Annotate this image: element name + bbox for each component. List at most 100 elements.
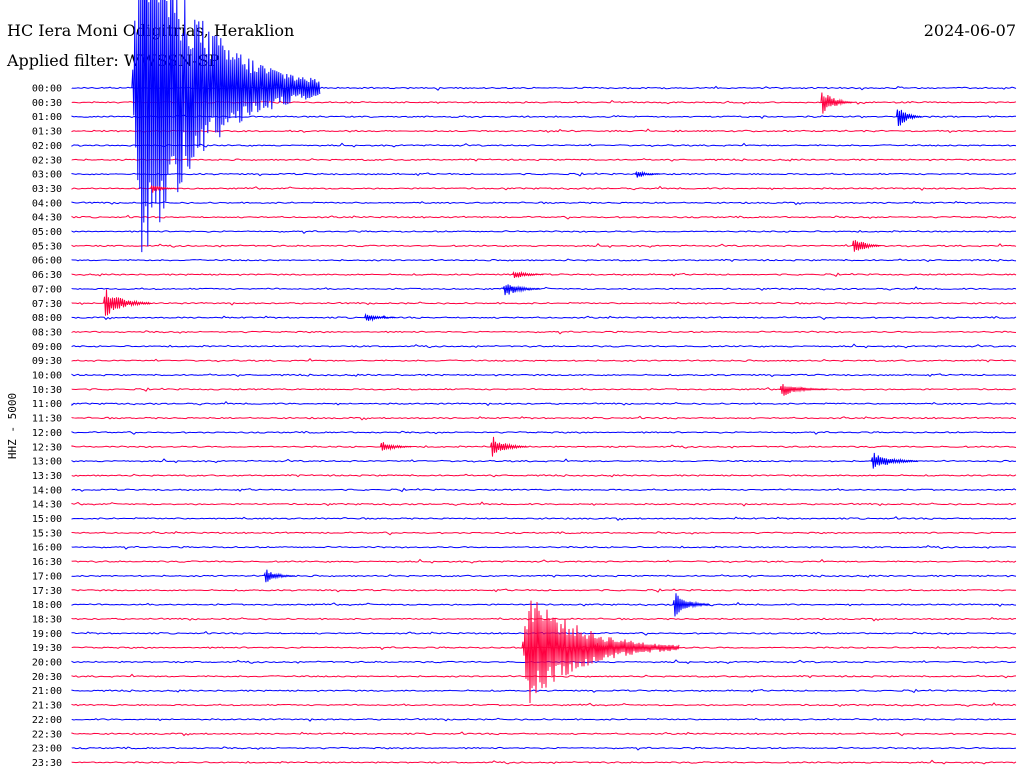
trace-row bbox=[71, 688, 1017, 694]
event-burst bbox=[779, 383, 828, 396]
event-burst bbox=[895, 109, 922, 126]
row-time-label: 07:30 bbox=[32, 299, 62, 310]
row-time-label: 11:30 bbox=[32, 414, 62, 425]
event-burst bbox=[103, 289, 151, 316]
row-time-label: 08:30 bbox=[32, 327, 62, 338]
row-time-label: 12:00 bbox=[32, 428, 62, 439]
row-time-label: 18:30 bbox=[32, 614, 62, 625]
trace-row bbox=[71, 387, 1017, 392]
row-time-label: 16:30 bbox=[32, 557, 62, 568]
trace-row bbox=[71, 185, 1017, 191]
row-time-label: 19:30 bbox=[32, 643, 62, 654]
trace-row bbox=[71, 142, 1017, 148]
event-burst bbox=[379, 442, 412, 452]
row-time-label: 01:30 bbox=[32, 127, 62, 138]
trace-row bbox=[71, 172, 1017, 177]
trace-row bbox=[71, 343, 1017, 349]
row-time-label: 14:00 bbox=[32, 485, 62, 496]
trace-row bbox=[71, 759, 1017, 765]
event-burst bbox=[593, 643, 626, 652]
event-traces bbox=[103, 0, 922, 703]
row-time-label: 23:30 bbox=[32, 758, 62, 769]
trace-row bbox=[71, 501, 1017, 507]
row-time-label: 19:00 bbox=[32, 629, 62, 640]
trace-row bbox=[71, 357, 1017, 363]
trace-row bbox=[71, 158, 1017, 162]
row-time-label: 09:00 bbox=[32, 342, 62, 353]
row-time-label: 04:30 bbox=[32, 213, 62, 224]
row-time-label: 20:30 bbox=[32, 672, 62, 683]
row-time-label: 21:30 bbox=[32, 701, 62, 712]
row-time-label: 03:30 bbox=[32, 184, 62, 195]
trace-row bbox=[71, 574, 1017, 578]
trace-row bbox=[71, 430, 1017, 435]
row-time-label: 11:00 bbox=[32, 399, 62, 410]
row-time-label: 20:00 bbox=[32, 658, 62, 669]
trace-row bbox=[71, 229, 1017, 235]
row-time-label: 05:30 bbox=[32, 241, 62, 252]
filter-label: Applied filter: WWSSN-SP bbox=[6, 51, 220, 70]
row-time-label: 05:00 bbox=[32, 227, 62, 238]
trace-row bbox=[71, 286, 1017, 291]
trace-row bbox=[71, 673, 1017, 679]
trace-row bbox=[71, 458, 1017, 464]
trace-row bbox=[71, 717, 1017, 722]
row-time-label: 00:30 bbox=[32, 98, 62, 109]
row-time-label: 06:30 bbox=[32, 270, 62, 281]
event-burst bbox=[512, 270, 544, 279]
row-time-label: 00:00 bbox=[32, 84, 62, 95]
trace-row bbox=[71, 315, 1017, 321]
event-burst bbox=[851, 240, 881, 252]
trace-row bbox=[71, 473, 1017, 478]
event-burst bbox=[150, 185, 176, 193]
row-time-label: 23:00 bbox=[32, 744, 62, 755]
trace-row bbox=[71, 214, 1017, 220]
trace-row bbox=[71, 544, 1017, 550]
trace-row bbox=[71, 301, 1017, 306]
event-burst bbox=[263, 569, 296, 583]
event-burst bbox=[634, 170, 661, 178]
date-label: 2024-06-07 bbox=[924, 21, 1016, 40]
row-time-label: 09:30 bbox=[32, 356, 62, 367]
row-time-label: 21:00 bbox=[32, 686, 62, 697]
trace-row bbox=[71, 373, 1017, 378]
trace-row bbox=[71, 330, 1017, 335]
row-time-label: 13:00 bbox=[32, 457, 62, 468]
event-burst bbox=[502, 284, 541, 296]
row-time-label: 06:00 bbox=[32, 256, 62, 267]
time-labels: 00:00 00:30 01:00 01:30 02:00 02:30 03:00 03:30… bbox=[32, 84, 62, 769]
row-time-label: 03:00 bbox=[32, 170, 62, 181]
trace-row bbox=[71, 258, 1017, 263]
row-time-label: 12:30 bbox=[32, 442, 62, 453]
trace-row bbox=[71, 444, 1017, 449]
trace-row bbox=[71, 558, 1017, 564]
trace-row bbox=[71, 702, 1017, 707]
row-time-label: 10:30 bbox=[32, 385, 62, 396]
event-burst bbox=[131, 0, 321, 253]
trace-row bbox=[71, 531, 1017, 536]
event-burst bbox=[820, 92, 853, 114]
row-time-label: 04:00 bbox=[32, 198, 62, 209]
row-time-label: 07:00 bbox=[32, 284, 62, 295]
row-time-label: 18:00 bbox=[32, 600, 62, 611]
trace-row bbox=[71, 128, 1017, 134]
row-time-label: 22:30 bbox=[32, 729, 62, 740]
event-burst bbox=[870, 452, 919, 469]
trace-row bbox=[71, 746, 1017, 751]
trace-row bbox=[71, 601, 1017, 608]
row-time-label: 02:30 bbox=[32, 155, 62, 166]
row-time-label: 14:30 bbox=[32, 500, 62, 511]
trace-row bbox=[71, 200, 1017, 206]
row-time-label: 16:00 bbox=[32, 543, 62, 554]
trace-row bbox=[71, 617, 1017, 622]
row-time-label: 17:30 bbox=[32, 586, 62, 597]
trace-row bbox=[71, 516, 1017, 521]
row-time-label: 15:00 bbox=[32, 514, 62, 525]
event-burst bbox=[672, 593, 711, 617]
channel-axis-label: HHZ - 5000 bbox=[6, 393, 19, 459]
row-time-label: 13:30 bbox=[32, 471, 62, 482]
row-time-label: 15:30 bbox=[32, 528, 62, 539]
trace-row bbox=[71, 487, 1017, 493]
